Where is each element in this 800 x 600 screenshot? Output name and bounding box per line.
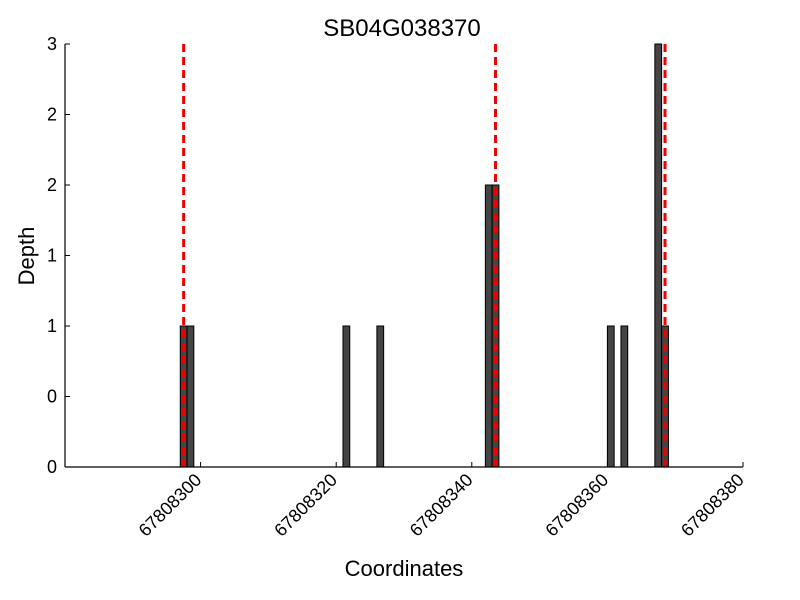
- bar-4: [484, 184, 493, 468]
- y-tick-label-1: 0: [47, 387, 57, 407]
- x-ticks: 67808300 67808320 67808340 67808360 67808380: [135, 462, 748, 540]
- bar-1: [186, 325, 195, 468]
- x-tick-label-3: 67808360: [541, 470, 612, 541]
- bar-3: [376, 325, 385, 468]
- bar-8: [654, 43, 663, 468]
- bar-2: [342, 325, 351, 468]
- y-tick-label-4: 2: [47, 175, 57, 195]
- y-axis-label: Depth: [14, 227, 39, 286]
- y-tick-label-0: 0: [47, 457, 57, 477]
- chart-title: SB04G038370: [323, 15, 480, 42]
- y-tick-label-2: 1: [47, 316, 57, 336]
- y-tick-label-6: 3: [47, 34, 57, 54]
- markers-layer: [182, 44, 667, 467]
- x-tick-label-4: 67808380: [677, 470, 748, 541]
- x-axis-label: Coordinates: [345, 556, 464, 581]
- bar-6: [606, 325, 615, 468]
- x-tick-label-1: 67808320: [270, 470, 341, 541]
- x-tick-label-0: 67808300: [135, 470, 206, 541]
- y-tick-label-3: 1: [47, 246, 57, 266]
- y-ticks: 0 0 1 1 2 2 3: [47, 34, 70, 477]
- bar-7: [620, 325, 629, 468]
- y-tick-label-5: 2: [47, 105, 57, 125]
- x-tick-label-2: 67808340: [406, 470, 477, 541]
- bars-layer: [179, 43, 669, 468]
- axes-layer: [64, 44, 743, 468]
